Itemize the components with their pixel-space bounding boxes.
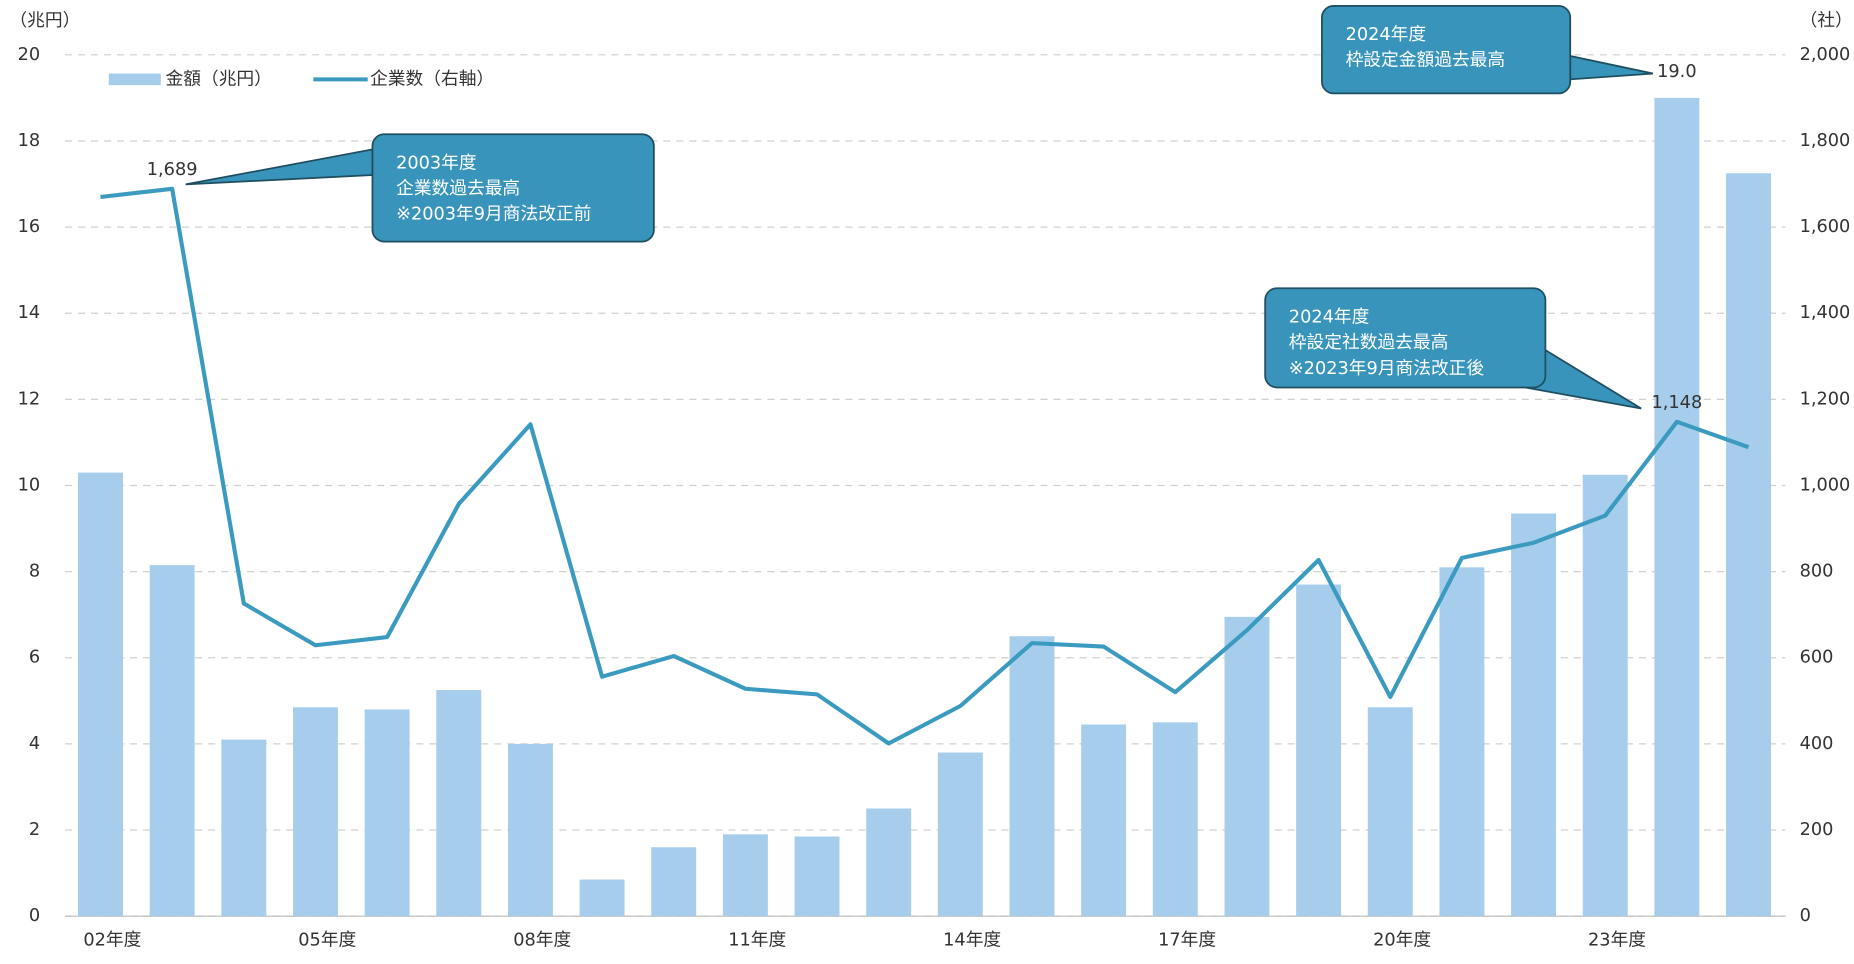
y-tick-label: 8 — [29, 562, 40, 582]
callout-text: ※2023年9月商法改正後 — [1289, 359, 1485, 379]
data-label: 1,148 — [1652, 393, 1703, 413]
bar — [1654, 97, 1700, 917]
callout-text: 枠設定社数過去最高 — [1289, 333, 1449, 353]
callout-pointer — [185, 148, 374, 186]
bar — [937, 752, 983, 917]
bar — [292, 707, 338, 917]
y-tick-label: 2 — [29, 820, 40, 840]
callout-text: 2024年度 — [1289, 308, 1370, 328]
bar — [221, 739, 267, 917]
y-tick-label: 14 — [18, 303, 41, 323]
bar — [78, 472, 123, 917]
callout-text: 企業数過去最高 — [396, 179, 520, 199]
legend-swatch — [108, 73, 161, 86]
y2-tick-label: 1,800 — [1800, 131, 1851, 151]
callout-box — [371, 133, 655, 243]
y2-unit-label: （社） — [1800, 11, 1853, 31]
y2-tick-label: 400 — [1800, 734, 1834, 754]
y2-tick-label: 600 — [1800, 648, 1834, 668]
bar — [1511, 513, 1557, 917]
bar — [722, 834, 768, 917]
bar — [1582, 474, 1628, 917]
y2-tick-label: 800 — [1800, 562, 1834, 582]
bar — [794, 836, 840, 917]
bar — [1726, 173, 1771, 917]
bar — [1009, 636, 1055, 917]
bar — [1224, 616, 1270, 917]
y2-tick-label: 0 — [1800, 906, 1811, 926]
bar — [651, 847, 697, 917]
x-tick-label: 11年度 — [728, 931, 786, 951]
callout-text: 2003年度 — [396, 153, 477, 173]
x-tick-label: 08年度 — [513, 931, 571, 951]
callout-text: 2024年度 — [1346, 25, 1427, 45]
bar — [1296, 584, 1342, 917]
x-tick-label: 14年度 — [943, 931, 1001, 951]
legend-label: 企業数（右軸） — [370, 69, 494, 89]
callout-pointer — [1569, 54, 1654, 81]
callout-box — [1264, 287, 1547, 389]
data-label: 19.0 — [1657, 62, 1696, 82]
y-tick-label: 12 — [18, 389, 41, 409]
bar — [1081, 724, 1127, 917]
x-tick-label: 23年度 — [1588, 931, 1646, 951]
bar — [866, 808, 912, 917]
y2-tick-label: 1,400 — [1800, 303, 1851, 323]
x-tick-label: 02年度 — [83, 931, 141, 951]
data-label: 1,689 — [147, 160, 198, 180]
y-tick-label: 4 — [29, 734, 40, 754]
bar — [579, 879, 625, 917]
x-tick-label: 05年度 — [298, 931, 356, 951]
y2-tick-label: 200 — [1800, 820, 1834, 840]
y-tick-label: 16 — [18, 217, 41, 237]
y2-tick-label: 1,200 — [1800, 389, 1851, 409]
y2-tick-label: 2,000 — [1800, 45, 1851, 65]
bar — [149, 565, 195, 917]
bar — [1439, 567, 1485, 917]
y2-tick-label: 1,000 — [1800, 476, 1851, 496]
callout-text: ※2003年9月商法改正前 — [396, 205, 591, 225]
x-tick-label: 20年度 — [1373, 931, 1431, 951]
callout-text: 枠設定金額過去最高 — [1346, 51, 1506, 71]
bar — [1367, 707, 1413, 917]
bar — [436, 690, 482, 917]
y2-tick-label: 1,600 — [1800, 217, 1851, 237]
y-tick-label: 6 — [29, 648, 40, 668]
y-tick-label: 0 — [29, 906, 40, 926]
callout-box — [1321, 4, 1572, 95]
y-unit-label: （兆円） — [9, 11, 80, 31]
legend-label: 金額（兆円） — [166, 69, 272, 89]
bar — [364, 709, 410, 917]
bar — [507, 743, 553, 917]
line — [100, 186, 1750, 746]
bar — [1152, 722, 1198, 917]
y-tick-label: 10 — [18, 476, 41, 496]
x-tick-label: 17年度 — [1158, 931, 1216, 951]
y-tick-label: 20 — [18, 45, 41, 65]
y-tick-label: 18 — [18, 131, 41, 151]
